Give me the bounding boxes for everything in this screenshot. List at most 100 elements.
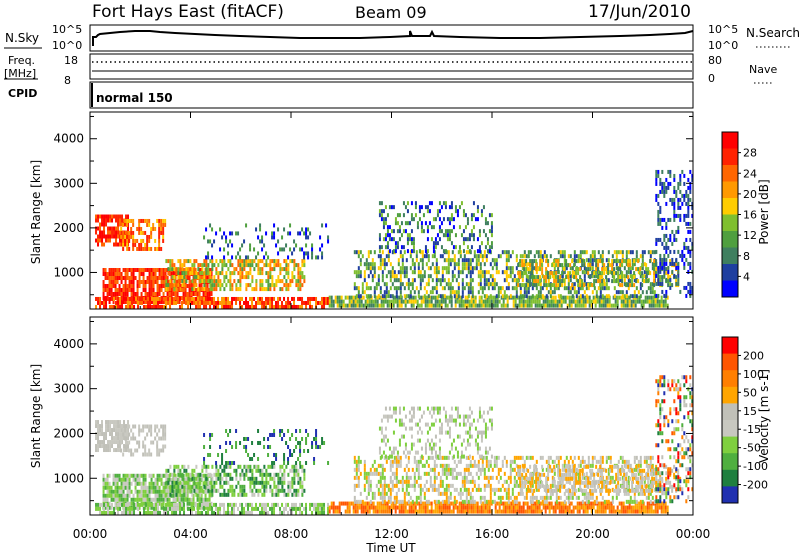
rti-cell: [150, 424, 153, 429]
rti-cell: [273, 492, 276, 497]
rti-cell: [689, 181, 692, 186]
rti-cell: [177, 484, 180, 489]
rti-cell: [118, 271, 121, 276]
rti-cell: [121, 300, 124, 305]
rti-cell: [659, 205, 662, 210]
rti-cell: [154, 275, 157, 280]
rti-cell: [447, 258, 450, 263]
rti-cell: [547, 275, 550, 280]
rti-cell: [410, 217, 413, 222]
rti-cell: [197, 275, 200, 280]
rti-cell: [243, 267, 246, 272]
rti-cell: [381, 262, 384, 267]
rti-cell: [113, 448, 116, 453]
rti-cell: [136, 226, 139, 231]
rti-cell: [359, 270, 362, 275]
rti-cell: [223, 488, 226, 493]
rti-cell: [643, 274, 646, 279]
rti-cell: [487, 278, 490, 283]
rti-cell: [142, 279, 145, 284]
rti-cell: [138, 440, 141, 445]
rti-cell: [679, 181, 682, 186]
rti-cell: [99, 506, 102, 511]
rti-cell: [275, 492, 278, 497]
rti-cell: [424, 299, 427, 304]
rti-cell: [301, 296, 304, 301]
rti-cell: [601, 275, 604, 280]
rti-cell: [601, 271, 604, 276]
rti-cell: [160, 275, 163, 280]
rti-cell: [363, 278, 366, 283]
rti-cell: [291, 506, 294, 511]
rti-cell: [126, 481, 129, 486]
rti-cell: [530, 509, 533, 514]
rti-cell: [530, 295, 533, 300]
rti-cell: [413, 266, 416, 271]
rti-cell: [111, 230, 114, 235]
rti-cell: [152, 485, 155, 490]
rti-cell: [237, 287, 240, 292]
rti-cell: [555, 259, 558, 264]
rti-cell: [103, 230, 106, 235]
rti-cell: [501, 286, 504, 291]
rti-cell: [590, 303, 593, 308]
rti-cell: [687, 245, 690, 250]
rti-cell: [443, 278, 446, 283]
rti-cell: [159, 510, 162, 515]
rti-cell: [181, 300, 184, 305]
rti-cell: [193, 283, 196, 288]
rti-cell: [169, 304, 172, 309]
rti-cell: [112, 493, 115, 498]
rti-cell: [149, 304, 152, 309]
rti-cell: [388, 249, 391, 254]
rti-cell: [187, 464, 190, 469]
rti-cell: [363, 274, 366, 279]
rti-cell: [293, 300, 296, 305]
rti-cell: [144, 436, 147, 441]
rti-cell: [293, 472, 296, 477]
rti-cell: [454, 205, 457, 210]
rti-cell: [142, 238, 145, 243]
rti-cell: [213, 279, 216, 284]
rti-cell: [485, 254, 488, 259]
rti-cell: [406, 249, 409, 254]
rti-cell: [176, 481, 179, 486]
rti-cell: [482, 205, 485, 210]
rti-cell: [209, 275, 212, 280]
rti-cell: [443, 258, 446, 263]
rti-cell: [515, 258, 518, 263]
rti-cell: [291, 279, 294, 284]
rti-cell: [169, 296, 172, 301]
rti-cell: [229, 502, 232, 507]
rti-cell: [223, 502, 226, 507]
rti-cell: [555, 283, 558, 288]
rti-cell: [207, 300, 210, 305]
y-tick-label: 1000: [53, 265, 84, 279]
rti-cell: [539, 254, 542, 259]
rti-cell: [122, 234, 125, 239]
rti-cell: [196, 271, 199, 276]
rti-cell: [297, 506, 300, 511]
rti-cell: [209, 506, 212, 511]
rti-cell: [507, 274, 510, 279]
rti-cell: [167, 488, 170, 493]
rti-cell: [394, 241, 397, 246]
rti-cell: [665, 241, 668, 246]
rti-cell: [385, 290, 388, 295]
rti-cell: [406, 509, 409, 514]
rti-cell: [621, 254, 624, 259]
rti-cell: [172, 291, 175, 296]
rti-cell: [223, 255, 226, 260]
rti-cell: [484, 245, 487, 250]
rti-cell: [573, 258, 576, 263]
rti-cell: [197, 484, 200, 489]
rti-cell: [518, 505, 521, 510]
rti-cell: [687, 205, 690, 210]
rti-cell: [253, 267, 256, 272]
rti-cell: [181, 472, 184, 477]
rti-cell: [102, 493, 105, 498]
rti-cell: [655, 237, 658, 242]
rti-cell: [516, 303, 519, 308]
rti-cell: [635, 258, 638, 263]
